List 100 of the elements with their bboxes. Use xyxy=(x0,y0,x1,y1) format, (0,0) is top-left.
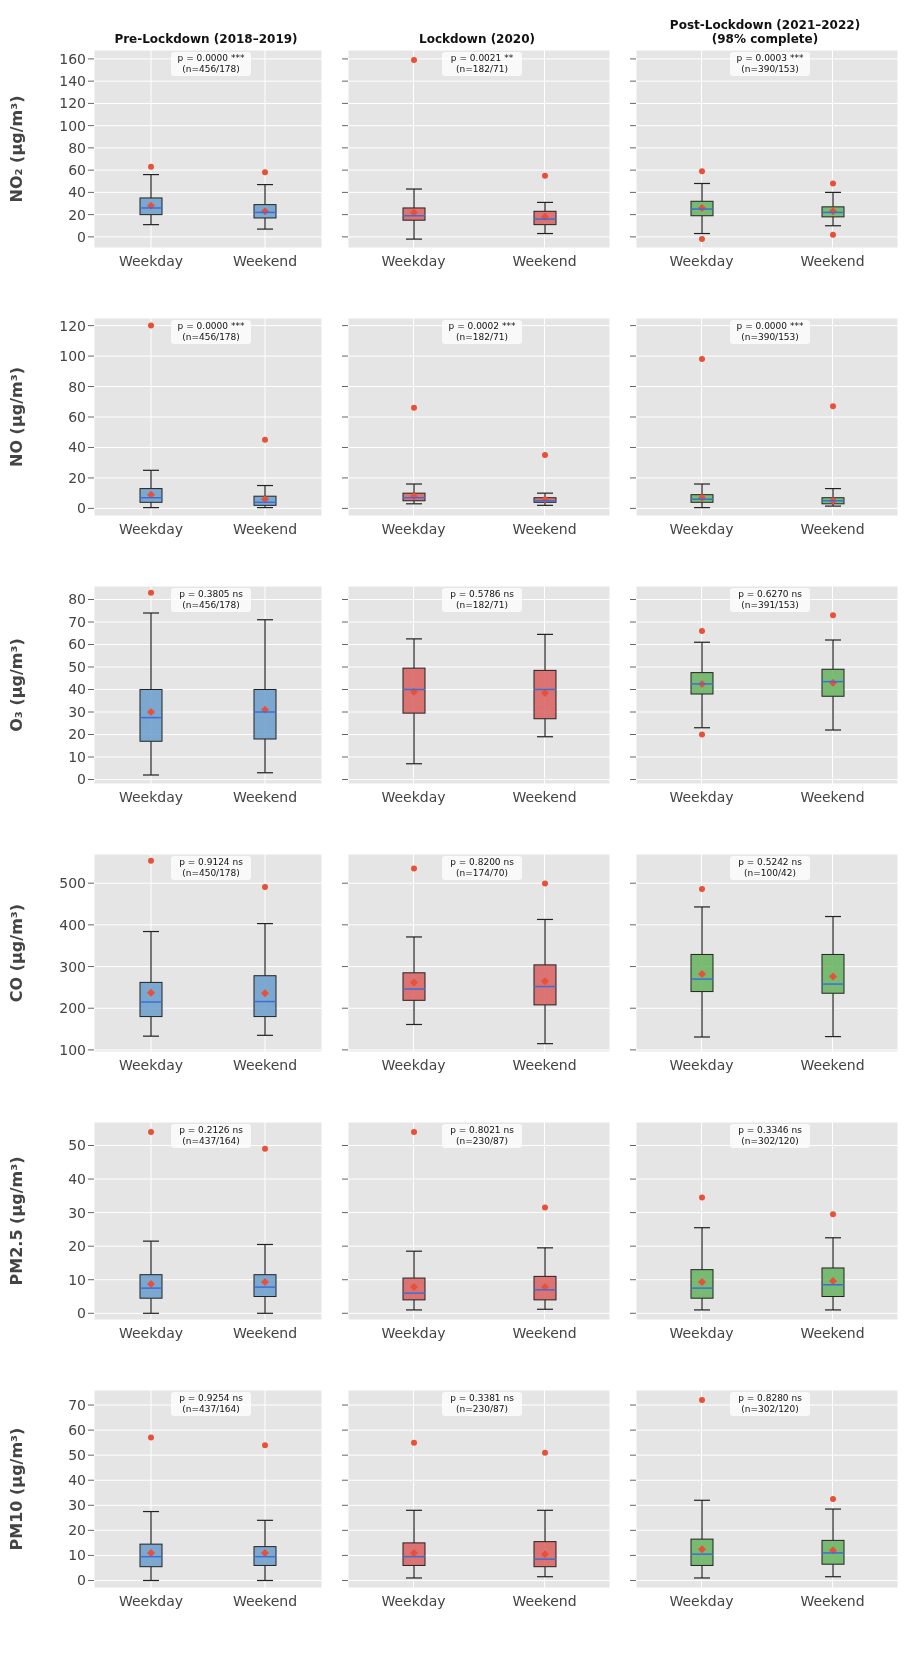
y-tick-label: 20 xyxy=(68,469,86,486)
y-tick-label: 50 xyxy=(68,1137,86,1154)
chart-title: Post-Lockdown (2021–2022) xyxy=(669,18,861,32)
y-axis-title: PM2.5 (µg/m³) xyxy=(6,1156,26,1286)
y-tick-label: 140 xyxy=(59,73,86,90)
annotation: p = 0.0000 *** xyxy=(176,321,246,332)
x-tick-label: Weekday xyxy=(669,1592,734,1609)
x-tick-label: Weekday xyxy=(118,788,184,805)
y-tick-label: 200 xyxy=(59,1000,86,1017)
y-axis-title: NO₂ (µg/m³) xyxy=(6,95,26,203)
y-tick-label: 70 xyxy=(68,1397,86,1414)
y-tick-label: 300 xyxy=(59,958,86,975)
chart-title: Pre-Lockdown (2018–2019) xyxy=(114,32,298,46)
annotation: (n=174/70) xyxy=(455,868,509,879)
x-tick-label: Weekend xyxy=(512,252,577,269)
y-tick-label: 20 xyxy=(68,726,86,743)
x-tick-label: Weekend xyxy=(512,1324,577,1341)
y-tick-label: 40 xyxy=(68,1171,86,1188)
x-tick-label: Weekday xyxy=(118,1056,184,1073)
y-tick-label: 40 xyxy=(68,184,86,201)
x-tick-label: Weekday xyxy=(118,252,184,269)
annotation: p = 0.9124 ns xyxy=(178,857,244,868)
annotation: (n=182/71) xyxy=(455,64,509,75)
x-tick-label: Weekend xyxy=(800,788,865,805)
x-tick-label: Weekend xyxy=(512,520,577,537)
x-tick-label: Weekend xyxy=(232,520,298,537)
y-tick-label: 160 xyxy=(59,50,86,67)
x-tick-label: Weekday xyxy=(118,1324,184,1341)
y-tick-label: 40 xyxy=(68,439,86,456)
x-tick-label: Weekday xyxy=(118,520,184,537)
y-tick-label: 10 xyxy=(68,1271,86,1288)
annotation: (n=390/153) xyxy=(740,332,800,343)
annotation: p = 0.0003 *** xyxy=(735,53,805,64)
annotation: p = 0.8200 ns xyxy=(449,857,515,868)
x-tick-label: Weekday xyxy=(118,1592,184,1609)
y-tick-label: 100 xyxy=(59,1041,86,1058)
annotation: p = 0.8280 ns xyxy=(737,1393,803,1404)
annotation: (n=230/87) xyxy=(455,1136,509,1147)
y-tick-label: 70 xyxy=(68,613,86,630)
y-tick-label: 60 xyxy=(68,162,86,179)
y-tick-label: 500 xyxy=(59,875,86,892)
chart-subtitle: (98% complete) xyxy=(711,32,819,46)
annotation: p = 0.0000 *** xyxy=(176,53,246,64)
x-tick-label: Weekday xyxy=(381,1324,446,1341)
annotation: (n=450/178) xyxy=(181,868,241,879)
y-tick-label: 50 xyxy=(68,1447,86,1464)
annotation: p = 0.0002 *** xyxy=(447,321,517,332)
y-tick-label: 10 xyxy=(68,748,86,765)
y-tick-label: 100 xyxy=(59,117,86,134)
y-axis-title: PM10 (µg/m³) xyxy=(6,1427,26,1551)
annotation: (n=182/71) xyxy=(455,600,509,611)
y-tick-label: 80 xyxy=(68,378,86,395)
y-tick-label: 400 xyxy=(59,916,86,933)
x-tick-label: Weekday xyxy=(669,788,734,805)
y-tick-label: 40 xyxy=(68,681,86,698)
x-tick-label: Weekend xyxy=(800,520,865,537)
y-tick-label: 20 xyxy=(68,1522,86,1539)
y-tick-label: 50 xyxy=(68,658,86,675)
x-tick-label: Weekend xyxy=(232,252,298,269)
x-tick-label: Weekday xyxy=(669,1324,734,1341)
annotation: p = 0.8021 ns xyxy=(449,1125,515,1136)
y-tick-label: 80 xyxy=(68,139,86,156)
y-tick-label: 10 xyxy=(68,1547,86,1564)
x-tick-label: Weekday xyxy=(381,1592,446,1609)
x-tick-label: Weekday xyxy=(669,520,734,537)
y-tick-label: 120 xyxy=(59,317,86,334)
y-tick-label: 40 xyxy=(68,1472,86,1489)
x-tick-label: Weekday xyxy=(669,252,734,269)
y-tick-label: 0 xyxy=(77,771,86,788)
y-tick-label: 0 xyxy=(77,1572,86,1589)
annotation: (n=182/71) xyxy=(455,332,509,343)
annotation: p = 0.3805 ns xyxy=(178,589,244,600)
x-tick-label: Weekend xyxy=(800,1324,865,1341)
chart-title: Lockdown (2020) xyxy=(419,32,535,46)
y-axis-title: NO (µg/m³) xyxy=(6,367,26,467)
annotation: (n=391/153) xyxy=(740,600,800,611)
x-tick-label: Weekend xyxy=(800,1056,865,1073)
x-tick-label: Weekday xyxy=(381,788,446,805)
annotation: (n=437/164) xyxy=(181,1404,241,1415)
y-tick-label: 120 xyxy=(59,95,86,112)
annotation: p = 0.0021 ** xyxy=(449,53,515,64)
annotation: (n=456/178) xyxy=(181,332,241,343)
annotation: (n=230/87) xyxy=(455,1404,509,1415)
annotation: p = 0.3381 ns xyxy=(449,1393,515,1404)
y-axis-title: CO (µg/m³) xyxy=(6,903,26,1003)
x-tick-label: Weekend xyxy=(232,1592,298,1609)
x-tick-label: Weekend xyxy=(512,1056,577,1073)
y-tick-label: 0 xyxy=(77,228,86,245)
y-axis-title: O₃ (µg/m³) xyxy=(6,638,26,732)
annotation: (n=437/164) xyxy=(181,1136,241,1147)
annotation: p = 0.5786 ns xyxy=(449,589,515,600)
x-tick-label: Weekend xyxy=(512,1592,577,1609)
y-tick-label: 20 xyxy=(68,1238,86,1255)
annotation: p = 0.9254 ns xyxy=(178,1393,244,1404)
annotation: p = 0.6270 ns xyxy=(737,589,803,600)
annotation: (n=456/178) xyxy=(181,64,241,75)
x-tick-label: Weekday xyxy=(381,520,446,537)
x-tick-label: Weekend xyxy=(232,788,298,805)
y-tick-label: 60 xyxy=(68,636,86,653)
y-tick-label: 30 xyxy=(68,1497,86,1514)
